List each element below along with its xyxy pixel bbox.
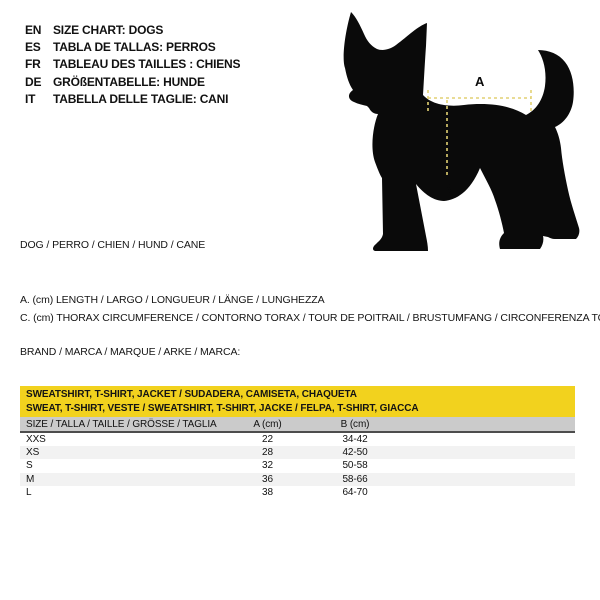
- table-row: S 32 50-58: [20, 459, 575, 472]
- size-table: SWEATSHIRT, T-SHIRT, JACKET / SUDADERA, …: [20, 386, 575, 499]
- dog-silhouette: [343, 12, 580, 251]
- language-title: TABLA DE TALLAS: PERROS: [53, 40, 216, 55]
- language-title: SIZE CHART: DOGS: [53, 22, 164, 37]
- language-row: IT TABELLA DELLE TAGLIE: CANI: [25, 91, 240, 108]
- girth-label: B: [442, 181, 452, 196]
- banner-line: SWEAT, T-SHIRT, VESTE / SWEATSHIRT, T-SH…: [26, 402, 419, 414]
- language-code: EN: [25, 22, 42, 37]
- size-cell: M: [26, 473, 35, 485]
- brand-caption: BRAND / MARCA / MARQUE / ARKE / MARCA:: [20, 346, 241, 358]
- language-code: IT: [25, 92, 36, 107]
- b-cell: 34-42: [342, 434, 368, 446]
- dog-measurement-diagram: A B: [342, 8, 582, 254]
- language-title: TABLEAU DES TAILLES : CHIENS: [53, 57, 241, 72]
- a-cell: 28: [262, 447, 273, 459]
- language-title-list: EN SIZE CHART: DOGS ES TABLA DE TALLAS: …: [25, 21, 240, 108]
- a-cell: 38: [262, 486, 273, 498]
- dog-silhouette-shape: [343, 12, 580, 251]
- table-header-row: SIZE / TALLA / TAILLE / GRÖSSE / TAGLIA …: [20, 417, 575, 433]
- banner-line: SWEATSHIRT, T-SHIRT, JACKET / SUDADERA, …: [26, 389, 357, 400]
- b-cell: 50-58: [342, 460, 368, 472]
- language-row: DE GRÖßENTABELLE: HUNDE: [25, 73, 240, 90]
- table-row: XS 28 42-50: [20, 446, 575, 460]
- language-row: EN SIZE CHART: DOGS: [25, 21, 240, 38]
- size-cell: L: [26, 486, 32, 498]
- a-cell: 22: [262, 434, 273, 446]
- table-row: L 38 64-70: [20, 486, 575, 499]
- column-header-a: A (cm): [253, 418, 282, 430]
- language-title: GRÖßENTABELLE: HUNDE: [53, 74, 205, 89]
- thorax-caption: C. (cm) THORAX CIRCUMFERENCE / CONTORNO …: [20, 312, 600, 324]
- column-header-b: B (cm): [340, 418, 370, 430]
- language-code: ES: [25, 40, 41, 55]
- b-cell: 64-70: [342, 486, 368, 498]
- language-row: ES TABLA DE TALLAS: PERROS: [25, 38, 240, 55]
- size-cell: XXS: [26, 434, 46, 446]
- a-cell: 36: [262, 473, 273, 485]
- table-banner: SWEATSHIRT, T-SHIRT, JACKET / SUDADERA, …: [20, 386, 575, 417]
- size-cell: XS: [26, 447, 40, 459]
- column-header-size: SIZE / TALLA / TAILLE / GRÖSSE / TAGLIA: [26, 418, 217, 430]
- table-row: M 36 58-66: [20, 472, 575, 486]
- b-cell: 42-50: [342, 447, 368, 459]
- language-title: TABELLA DELLE TAGLIE: CANI: [53, 92, 229, 107]
- length-label: A: [475, 74, 485, 89]
- language-code: DE: [25, 74, 42, 89]
- language-code: FR: [25, 57, 41, 72]
- size-cell: S: [26, 460, 33, 472]
- length-caption: A. (cm) LENGTH / LARGO / LONGUEUR / LÄNG…: [20, 294, 325, 306]
- language-row: FR TABLEAU DES TAILLES : CHIENS: [25, 56, 240, 73]
- table-row: XXS 22 34-42: [20, 433, 575, 446]
- dog-caption: DOG / PERRO / CHIEN / HUND / CANE: [20, 239, 206, 251]
- a-cell: 32: [262, 460, 273, 472]
- b-cell: 58-66: [342, 473, 368, 485]
